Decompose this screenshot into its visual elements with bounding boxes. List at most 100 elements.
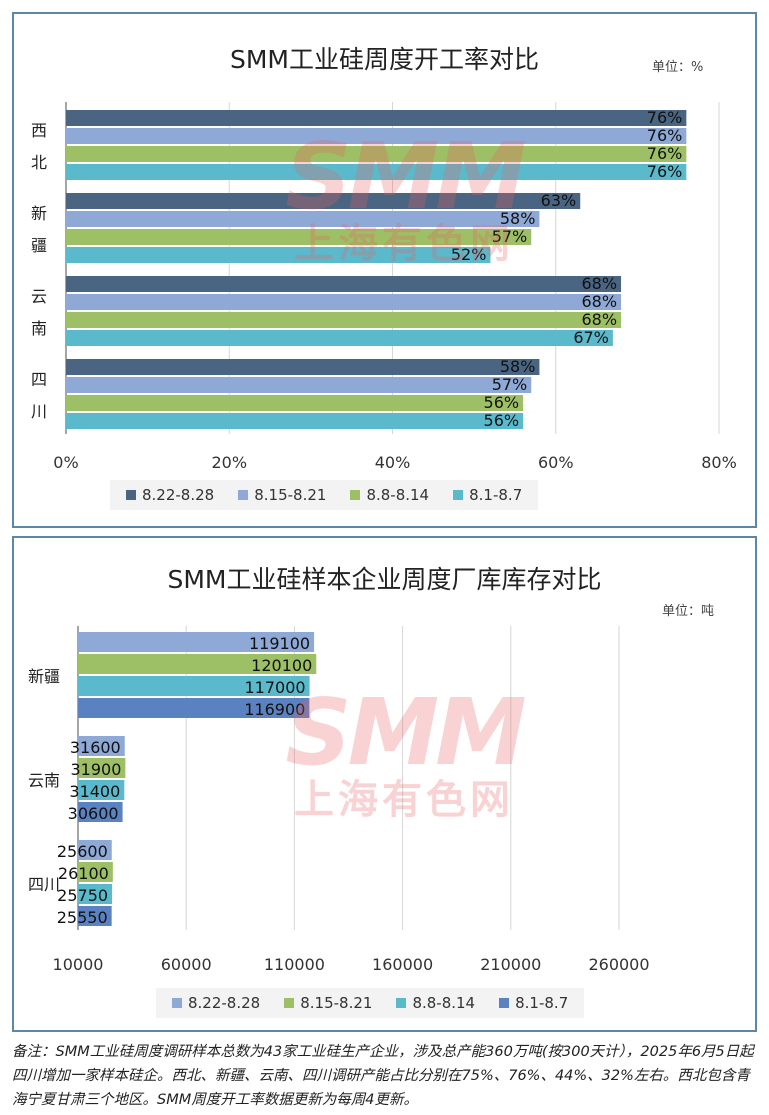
bar: [78, 862, 113, 882]
data-label: 25550: [57, 908, 108, 927]
x-tick-label: 110000: [264, 955, 325, 974]
legend-label: 8.22-8.28: [142, 486, 215, 504]
data-label: 68%: [581, 274, 617, 293]
bar: [78, 698, 310, 718]
legend-item: 8.1-8.7: [453, 486, 522, 504]
x-tick-label: 60000: [161, 955, 212, 974]
bar: [66, 164, 687, 180]
bar: [66, 128, 687, 144]
data-label: 68%: [581, 292, 617, 311]
unit-label: 单位：%: [652, 60, 704, 75]
bar: [78, 736, 125, 756]
data-label: 30600: [68, 804, 119, 823]
x-tick-label: 40%: [375, 453, 411, 472]
legend-item: 8.22-8.28: [126, 486, 214, 504]
data-label: 119100: [249, 634, 310, 653]
category-label: 云南: [28, 771, 60, 790]
x-tick-label: 80%: [701, 453, 737, 472]
data-label: 31400: [69, 782, 120, 801]
bar: [78, 654, 317, 674]
legend-swatch: [284, 998, 295, 1008]
bar: [66, 110, 687, 126]
legend-label: 8.8-8.14: [412, 994, 476, 1012]
bar: [78, 758, 126, 778]
bar: [66, 330, 613, 346]
bar: [66, 395, 524, 411]
category-label: 四川: [28, 875, 60, 894]
data-label: 58%: [500, 209, 536, 228]
bar: [78, 906, 112, 926]
legend-swatch: [350, 490, 361, 500]
data-label: 57%: [492, 227, 528, 246]
legend-item: 8.15-8.21: [284, 994, 372, 1012]
chart-title: SMM工业硅周度开工率对比: [229, 45, 539, 74]
bar: [66, 211, 540, 227]
x-tick-label: 20%: [211, 453, 247, 472]
x-tick-label: 210000: [480, 955, 541, 974]
data-label: 25600: [57, 842, 108, 861]
data-label: 57%: [492, 375, 528, 394]
bar: [66, 276, 622, 292]
x-tick-label: 160000: [372, 955, 433, 974]
data-label: 31900: [70, 760, 121, 779]
legend-label: 8.15-8.21: [300, 994, 373, 1012]
bar: [66, 294, 622, 310]
bar: [78, 802, 123, 822]
x-tick-label: 10000: [53, 955, 104, 974]
bar: [66, 229, 532, 245]
legend-item: 8.1-8.7: [499, 994, 568, 1012]
x-tick-label: 0%: [53, 453, 78, 472]
legend-swatch: [172, 998, 182, 1008]
data-label: 56%: [484, 393, 520, 412]
data-label: 76%: [647, 162, 683, 181]
bar: [66, 377, 532, 393]
data-label: 120100: [251, 656, 312, 675]
x-tick-label: 60%: [538, 453, 574, 472]
legend-swatch: [396, 998, 407, 1008]
inventory-panel: SMM工业硅样本企业周度厂库库存对比 单位：吨 10000 60000 110000…: [12, 536, 757, 1032]
operating-rate-chart: 0% 20% 40% 60% 80%76%76%76%76%西北63%58%57%52%…: [31, 102, 737, 472]
legend-swatch: [499, 998, 510, 1008]
category-label: 四川: [31, 370, 47, 421]
bar: [66, 413, 524, 429]
bar: [78, 632, 315, 652]
data-label: 58%: [500, 357, 536, 376]
category-label: 西北: [31, 121, 47, 172]
bar: [66, 359, 540, 375]
bar: [66, 193, 581, 209]
legend-label: 8.15-8.21: [254, 486, 327, 504]
chart-title: SMM工业硅样本企业周度厂库库存对比: [167, 565, 602, 594]
operating-rate-panel: SMM工业硅周度开工率对比 单位：% 0% 20% 40% 60% 80% 76% 76% 7…: [12, 12, 757, 528]
legend-swatch: [238, 490, 249, 500]
bar: [78, 676, 310, 696]
category-label: 新疆: [31, 204, 47, 255]
data-label: 25750: [57, 886, 108, 905]
data-label: 52%: [451, 245, 487, 264]
bar: [78, 884, 113, 904]
unit-label: 单位：吨: [662, 604, 715, 619]
bar: [66, 247, 491, 263]
inventory-chart: 10000 60000 110000 160000 210000 260000 119100…: [28, 626, 650, 974]
data-label: 56%: [484, 411, 520, 430]
data-label: 67%: [573, 328, 609, 347]
data-label: 31600: [70, 738, 121, 757]
legend-item: 8.15-8.21: [238, 486, 326, 504]
bar: [66, 312, 622, 328]
legend-item: 8.8-8.14: [396, 994, 475, 1012]
data-label: 68%: [581, 310, 617, 329]
x-tick-label: 260000: [588, 955, 649, 974]
legend-item: 8.22-8.28: [172, 994, 260, 1012]
data-label: 117000: [244, 678, 305, 697]
legend-label: 8.1-8.7: [515, 994, 569, 1012]
bar: [78, 780, 125, 800]
category-label: 新疆: [28, 667, 60, 686]
legend-item: 8.8-8.14: [350, 486, 429, 504]
data-label: 76%: [647, 108, 683, 127]
legend: 8.22-8.28 8.15-8.21 8.8-8.14 8.1-8.7: [156, 988, 585, 1018]
legend-swatch: [126, 490, 136, 500]
legend-label: 8.8-8.14: [366, 486, 430, 504]
data-label: 116900: [244, 700, 305, 719]
data-label: 76%: [647, 144, 683, 163]
data-label: 76%: [647, 126, 683, 145]
bar: [78, 840, 112, 860]
